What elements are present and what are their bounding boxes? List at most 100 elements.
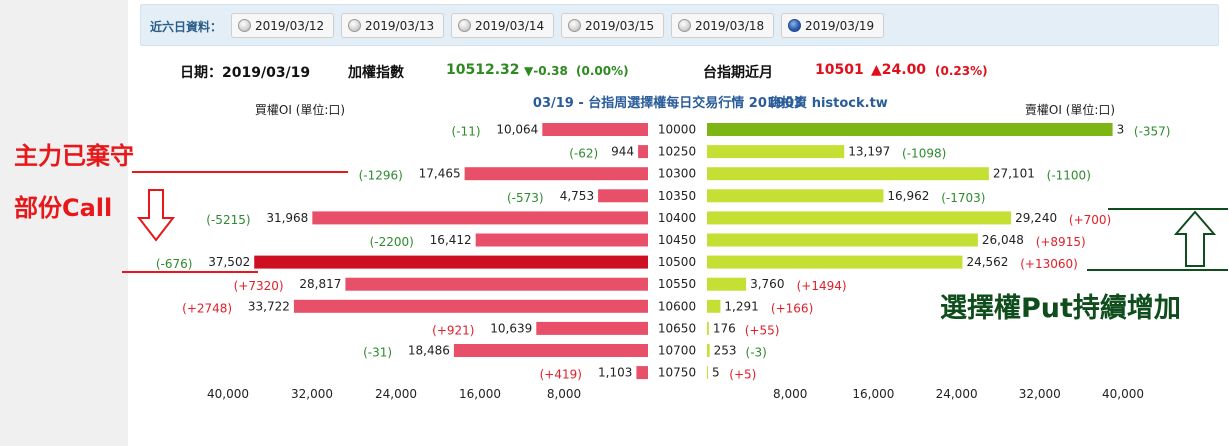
call-bar <box>475 233 648 247</box>
right-tick-label: 24,000 <box>936 387 978 401</box>
strike-label: 10450 <box>658 233 696 247</box>
call-bar <box>464 167 648 181</box>
right-tick-label: 8,000 <box>773 387 807 401</box>
call-bar <box>293 299 648 313</box>
date-tab-label: 2019/03/15 <box>585 19 655 33</box>
put-oi-label: 1,291 <box>724 299 758 313</box>
strike-label: 10400 <box>658 211 696 225</box>
call-bar <box>254 255 648 269</box>
call-change-label: (+921) <box>432 323 474 337</box>
call-change-label: (-1296) <box>359 169 403 183</box>
call-change-label: (-11) <box>452 125 481 139</box>
put-bar <box>707 123 1113 136</box>
put-bar <box>707 145 845 159</box>
call-bar <box>345 277 648 291</box>
strike-label: 10600 <box>658 299 696 313</box>
date-tab-0[interactable]: 2019/03/12 <box>231 13 334 38</box>
radio-icon <box>678 19 691 32</box>
index-label: 加權指數 <box>348 65 404 81</box>
put-oi-label: 176 <box>713 321 736 335</box>
date-tab-5[interactable]: 2019/03/19 <box>781 13 884 38</box>
date-tab-2[interactable]: 2019/03/14 <box>451 13 554 38</box>
date-tab-4[interactable]: 2019/03/18 <box>671 13 774 38</box>
date-tab-label: 2019/03/19 <box>805 19 875 33</box>
put-change-label: (-1100) <box>1047 169 1091 183</box>
call-bar <box>598 189 648 203</box>
put-change-label: (+13060) <box>1020 257 1078 271</box>
call-bar <box>312 211 648 225</box>
date-tab-label: 2019/03/14 <box>475 19 545 33</box>
date-tab-3[interactable]: 2019/03/15 <box>561 13 664 38</box>
call-change-label: (-2200) <box>370 235 414 249</box>
strike-label: 10550 <box>658 277 696 291</box>
put-change-label: (+1494) <box>797 279 847 293</box>
put-oi-label: 3,760 <box>750 277 784 291</box>
put-change-label: (-3) <box>746 346 767 360</box>
annotation-red-line2: 部份Call <box>14 194 113 222</box>
strike-label: 10300 <box>658 167 696 181</box>
strike-label: 10650 <box>658 321 696 335</box>
put-oi-label: 13,197 <box>848 145 890 159</box>
call-bar <box>453 344 648 357</box>
strike-label: 10500 <box>658 255 696 269</box>
put-bar <box>707 344 710 357</box>
call-oi-label: 31,968 <box>266 211 308 225</box>
futures-change: ▲24.00 <box>871 62 927 78</box>
call-change-label: (-5215) <box>206 213 250 227</box>
put-change-label: (+5) <box>729 368 756 382</box>
strike-label: 10750 <box>658 366 696 380</box>
left-axis-label: 買權OI (單位:口) <box>255 102 345 117</box>
left-tick-label: 16,000 <box>459 387 501 401</box>
index-value: 10512.32 <box>446 62 520 78</box>
down-arrow-icon <box>136 189 176 242</box>
put-bar <box>707 321 709 335</box>
strike-label: 10350 <box>658 189 696 203</box>
call-bar <box>638 145 648 159</box>
put-bar <box>707 255 963 269</box>
right-axis-label: 賣權OI (單位:口) <box>1025 102 1115 117</box>
put-oi-label: 3 <box>1117 123 1125 137</box>
put-oi-label: 5 <box>712 366 720 380</box>
date-selector-label: 近六日資料： <box>150 20 223 34</box>
futures-value: 10501 <box>815 62 864 78</box>
put-change-label: (+8915) <box>1036 235 1086 249</box>
put-change-label: (-357) <box>1134 125 1171 139</box>
put-bar <box>707 189 884 203</box>
call-change-label: (-62) <box>569 147 598 161</box>
put-change-label: (-1098) <box>902 147 946 161</box>
put-bar <box>707 277 747 291</box>
put-bar <box>707 299 721 313</box>
call-oi-label: 18,486 <box>408 344 450 358</box>
call-change-label: (-676) <box>156 257 193 271</box>
left-tick-label: 40,000 <box>207 387 249 401</box>
chart-source: 嗨投資 histock.tw <box>768 95 888 111</box>
call-oi-label: 1,103 <box>598 366 632 380</box>
put-bar <box>707 167 989 181</box>
up-arrow-icon <box>1173 210 1217 267</box>
put-change-label: (+55) <box>745 323 780 337</box>
annotation-green-text: 選擇權Put持續增加 <box>940 293 1181 324</box>
date-tab-label: 2019/03/18 <box>695 19 765 33</box>
right-tick-label: 16,000 <box>852 387 894 401</box>
put-oi-label: 16,962 <box>887 189 929 203</box>
call-change-label: (+7320) <box>234 279 284 293</box>
call-change-label: (-573) <box>507 191 544 205</box>
call-oi-label: 16,412 <box>430 233 472 247</box>
futures-pct: (0.23%) <box>935 64 988 78</box>
left-tick-label: 24,000 <box>375 387 417 401</box>
put-oi-label: 24,562 <box>966 255 1008 269</box>
call-oi-label: 10,064 <box>496 123 538 137</box>
chart-title: 03/19 - 台指周選擇權每日交易行情 201903 <box>533 95 803 111</box>
call-change-label: (+419) <box>540 368 582 382</box>
date-tab-label: 2019/03/12 <box>255 19 325 33</box>
call-bar <box>636 366 648 380</box>
date-tab-1[interactable]: 2019/03/13 <box>341 13 444 38</box>
call-change-label: (+2748) <box>182 301 232 315</box>
radio-icon <box>348 19 361 32</box>
date-tab-label: 2019/03/13 <box>365 19 435 33</box>
put-bar <box>707 366 708 380</box>
call-oi-label: 944 <box>611 145 634 159</box>
call-oi-label: 4,753 <box>560 189 594 203</box>
call-oi-label: 37,502 <box>208 255 250 269</box>
